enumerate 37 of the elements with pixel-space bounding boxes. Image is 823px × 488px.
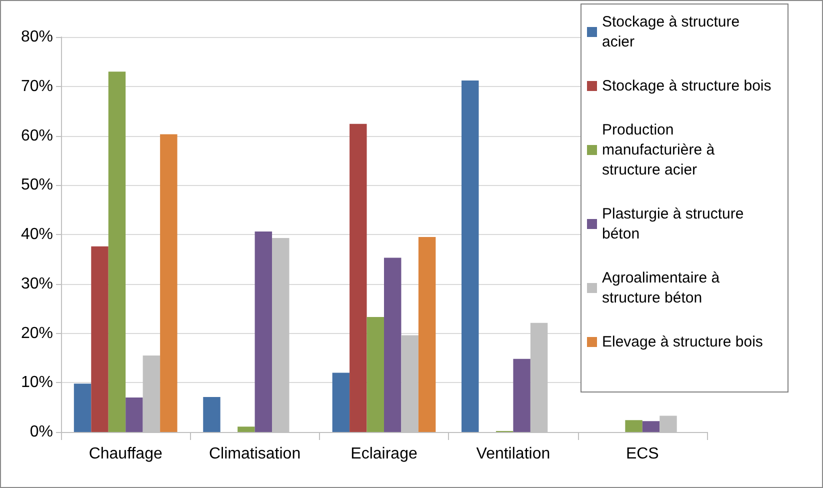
y-tick-label: 40%	[20, 226, 53, 243]
bar	[462, 80, 479, 432]
bar	[126, 397, 143, 432]
y-tick-label: 80%	[20, 28, 53, 46]
x-tick-label: Climatisation	[209, 446, 301, 462]
legend-label: Production manufacturière à structure acier	[602, 122, 719, 178]
y-tick-label: 10%	[20, 374, 53, 392]
y-tick-label: 0%	[30, 424, 53, 440]
legend-label: Stockage à structure bois	[602, 78, 772, 94]
bar	[238, 426, 255, 432]
bar	[384, 258, 402, 432]
y-tick-label: 30%	[20, 275, 53, 292]
y-tick-label: 20%	[20, 324, 53, 342]
x-tick-label: ECS	[626, 446, 659, 462]
bar	[625, 420, 642, 432]
bar	[91, 246, 108, 432]
bar	[74, 384, 92, 432]
bar	[642, 421, 660, 432]
x-tick-label: Chauffage	[88, 446, 162, 462]
bar	[160, 134, 178, 432]
legend-label: Agroalimentaire à structure béton	[602, 270, 724, 306]
legend-label: Plasturgie à structure béton	[602, 206, 748, 242]
bar	[254, 232, 272, 432]
bar	[350, 124, 367, 432]
bar	[203, 396, 220, 432]
legend-label: Elevage à structure bois	[602, 334, 763, 350]
x-tick-label: Ventilation	[476, 446, 550, 462]
y-tick-label: 50%	[20, 176, 53, 194]
bar	[513, 358, 530, 432]
bar	[418, 236, 436, 432]
x-tick-label: Eclairage	[350, 446, 418, 462]
legend-label: Stockage à structure acier	[602, 14, 744, 50]
y-tick-label: 60%	[20, 127, 53, 144]
y-tick-label: 70%	[20, 78, 53, 95]
bar	[366, 316, 384, 432]
bar	[332, 372, 350, 432]
bar	[108, 72, 126, 432]
